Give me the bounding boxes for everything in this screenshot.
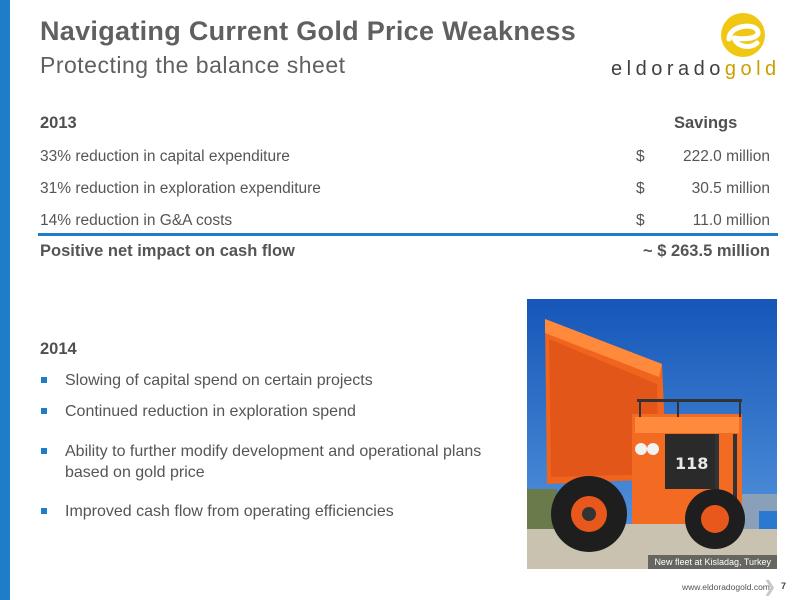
haul-truck-photo: 118 New fleet at Kisladag, Turkey xyxy=(527,299,777,569)
bullet-item: Continued reduction in exploration spend xyxy=(40,401,500,422)
savings-row-value: 11.0 million xyxy=(692,212,770,229)
page-number: 7 xyxy=(781,581,787,591)
haul-truck-image: 118 xyxy=(527,299,777,569)
year-heading-2013: 2013 xyxy=(40,114,77,132)
bullet-item: Ability to further modify development an… xyxy=(40,441,500,483)
slide-subtitle: Protecting the balance sheet xyxy=(40,52,346,78)
bullet-text: Slowing of capital spend on certain proj… xyxy=(65,372,373,389)
footer-url-link[interactable]: www.eldoradogold.com xyxy=(682,582,770,592)
table-divider xyxy=(38,233,778,236)
year-heading-2014: 2014 xyxy=(40,340,77,358)
savings-row-currency: $ xyxy=(636,180,645,197)
total-label: Positive net impact on cash flow xyxy=(40,242,295,260)
total-value: ~ $ 263.5 million xyxy=(642,242,770,260)
svg-text:118: 118 xyxy=(675,454,708,473)
savings-row-label: 31% reduction in exploration expenditure xyxy=(40,180,321,197)
bullet-square-icon xyxy=(41,448,47,454)
bullet-item: Slowing of capital spend on certain proj… xyxy=(40,370,500,391)
slide-title: Navigating Current Gold Price Weakness xyxy=(40,16,577,46)
bullet-square-icon xyxy=(41,377,47,383)
savings-row-label: 33% reduction in capital expenditure xyxy=(40,148,290,165)
chevron-right-icon: ❯ xyxy=(763,579,777,596)
savings-row: 14% reduction in G&A costs $ 11.0 millio… xyxy=(40,212,770,236)
bullet-square-icon xyxy=(41,408,47,414)
bullet-text: Ability to further modify development an… xyxy=(65,443,482,481)
bullet-text: Continued reduction in exploration spend xyxy=(65,403,356,420)
savings-row-label: 14% reduction in G&A costs xyxy=(40,212,233,229)
savings-row: 33% reduction in capital expenditure $ 2… xyxy=(40,148,770,172)
eldorado-e-icon xyxy=(721,13,765,57)
bullet-text: Improved cash flow from operating effici… xyxy=(65,503,394,520)
savings-row-value: 222.0 million xyxy=(682,148,770,165)
company-logo-wordmark: eldoradogold xyxy=(611,58,781,81)
savings-row-currency: $ xyxy=(636,212,645,229)
bullet-square-icon xyxy=(41,508,47,514)
savings-row-value: 30.5 million xyxy=(691,180,770,197)
savings-row-currency: $ xyxy=(636,148,645,165)
side-accent-bar xyxy=(0,0,10,600)
photo-caption: New fleet at Kisladag, Turkey xyxy=(648,555,777,569)
savings-total-row: Positive net impact on cash flow ~ $ 263… xyxy=(40,242,770,266)
logo-text-eldorado: eldorado xyxy=(611,58,725,80)
savings-column-heading: Savings xyxy=(674,114,738,132)
bullet-item: Improved cash flow from operating effici… xyxy=(40,501,500,522)
logo-text-gold: gold xyxy=(724,58,781,80)
savings-row: 31% reduction in exploration expenditure… xyxy=(40,180,770,204)
